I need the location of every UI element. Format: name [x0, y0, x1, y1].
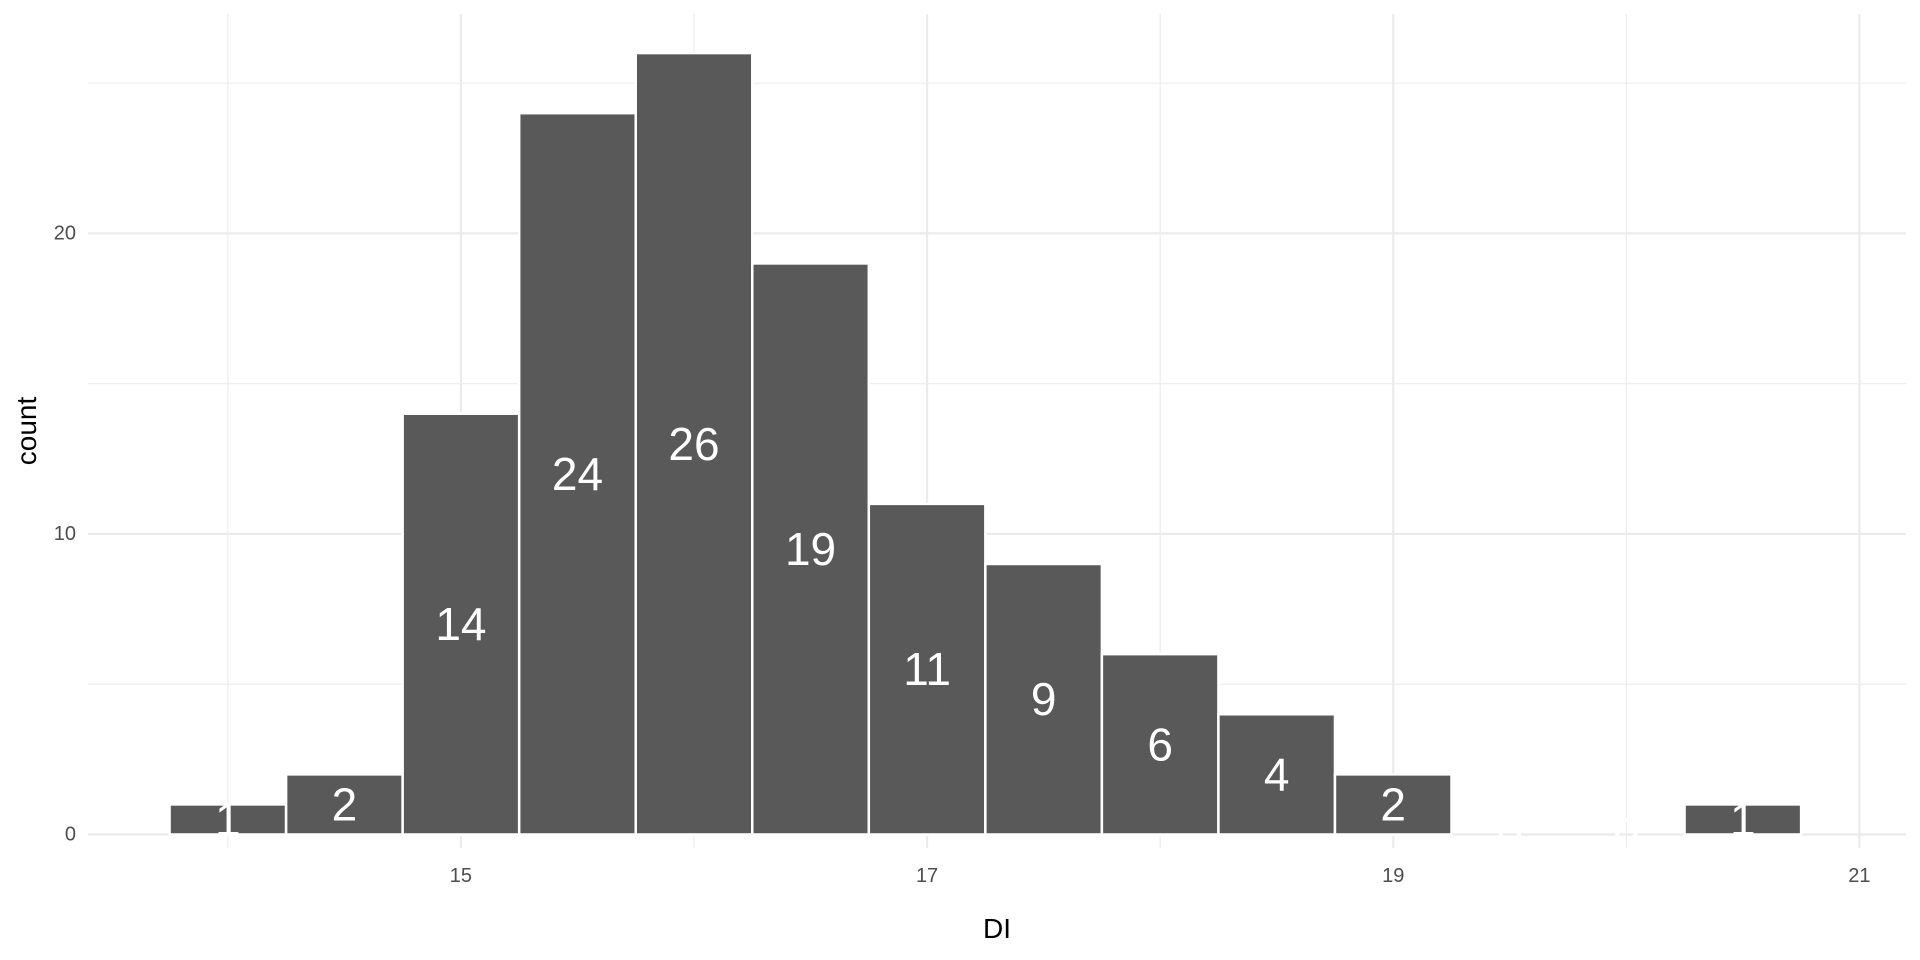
histogram-bar — [401, 412, 521, 836]
histogram-bar — [1683, 803, 1803, 836]
bar-count-label: 19 — [785, 523, 836, 575]
y-tick-label: 20 — [54, 222, 76, 244]
x-tick-label: 21 — [1848, 865, 1870, 887]
bar-count-label: 2 — [332, 778, 358, 830]
bar-count-label: 26 — [668, 418, 719, 470]
y-tick-label: 10 — [54, 523, 76, 545]
bar-count-label: 9 — [1031, 673, 1057, 725]
histogram-bar — [751, 262, 871, 836]
bar-count-label: 0 — [1614, 808, 1640, 860]
bar-count-label: 6 — [1147, 718, 1173, 770]
histogram-bar — [634, 51, 754, 836]
x-axis-ticks: 15 17 19 21 — [450, 865, 1871, 887]
histogram-bar — [984, 562, 1104, 836]
bar-count-label: 1 — [215, 793, 241, 845]
x-tick-label: 17 — [916, 865, 938, 887]
bar-count-label: 2 — [1380, 778, 1406, 830]
bar-labels: 1 2 14 24 26 19 11 9 6 4 2 0 0 1 — [215, 418, 1756, 861]
bar-count-label: 24 — [552, 448, 603, 500]
y-tick-label: 0 — [65, 823, 76, 845]
bar-count-label: 4 — [1264, 748, 1290, 800]
histogram-bar — [1333, 773, 1453, 836]
bar-count-label: 0 — [1497, 808, 1523, 860]
histogram-bar — [867, 502, 987, 836]
bars — [168, 51, 1803, 836]
bar-count-label: 14 — [435, 598, 486, 650]
y-axis-title: count — [11, 397, 42, 466]
x-axis-title: DI — [983, 913, 1011, 944]
x-tick-label: 15 — [450, 865, 472, 887]
bar-count-label: 1 — [1730, 793, 1756, 845]
bar-count-label: 11 — [903, 643, 951, 695]
y-axis-ticks: 0 10 20 — [54, 222, 76, 845]
x-tick-label: 19 — [1382, 865, 1404, 887]
histogram-bar — [1217, 713, 1337, 836]
